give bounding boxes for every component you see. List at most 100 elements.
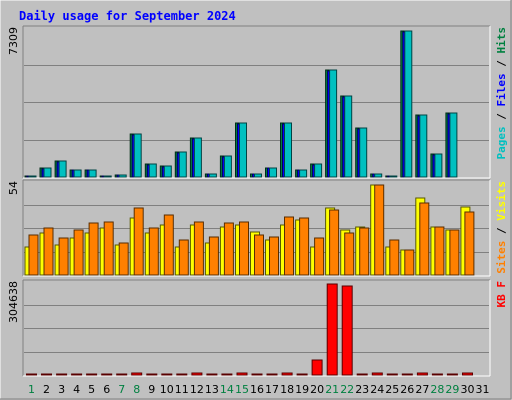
bar-hits-pages-day-3 xyxy=(58,160,67,178)
bar-hits-pages-day-25 xyxy=(389,175,398,178)
x-tick-label-day-1: 1 xyxy=(28,383,35,396)
bar-hits-pages-day-20 xyxy=(314,163,323,178)
bar-visits-sites-day-22 xyxy=(344,232,355,276)
bar-kbytes-kb-f-day-11 xyxy=(176,373,188,376)
bar-visits-sites-day-6 xyxy=(103,221,114,276)
bar-kbytes-kb-f-day-27 xyxy=(416,372,428,376)
x-tick-label-day-15: 15 xyxy=(235,383,249,396)
bar-kbytes-kb-f-day-26 xyxy=(401,373,413,376)
bar-visits-sites-day-2 xyxy=(43,227,54,276)
bar-visits-sites-day-14 xyxy=(223,222,234,276)
panel-hits-legend-item-0: Pages xyxy=(495,126,508,159)
bar-visits-sites-day-4 xyxy=(73,229,84,276)
panel-kbytes-legend-item-0: KB F xyxy=(495,281,508,308)
panel-kbytes-max-label: 304638 xyxy=(7,281,20,323)
bar-hits-pages-day-11 xyxy=(178,151,187,178)
bar-kbytes-kb-f-day-9 xyxy=(146,373,158,376)
x-tick-label-day-8: 8 xyxy=(133,383,140,396)
x-tick-label-day-10: 10 xyxy=(160,383,174,396)
x-tick-label-day-6: 6 xyxy=(103,383,110,396)
bar-hits-pages-day-6 xyxy=(103,175,112,178)
bar-kbytes-kb-f-day-23 xyxy=(356,373,368,376)
bar-visits-sites-day-15 xyxy=(239,221,249,276)
panel-visits-legend: Sites / Visits xyxy=(495,181,508,274)
x-tick-label-day-14: 14 xyxy=(220,383,234,396)
bar-visits-sites-day-3 xyxy=(58,237,69,276)
x-tick-label-day-26: 26 xyxy=(400,383,414,396)
panel-hits-legend-item-3: / xyxy=(495,54,508,74)
bar-kbytes-kb-f-day-1 xyxy=(26,373,37,376)
x-tick-label-day-18: 18 xyxy=(280,383,294,396)
x-tick-label-day-30: 30 xyxy=(461,383,475,396)
bar-hits-pages-day-22 xyxy=(344,95,353,178)
bar-visits-sites-day-28 xyxy=(434,226,445,276)
bar-hits-pages-day-12 xyxy=(193,137,202,178)
panel-hits-legend: Pages / Files / Hits xyxy=(495,27,508,160)
bar-kbytes-kb-f-day-29 xyxy=(446,373,458,376)
bar-visits-sites-day-7 xyxy=(118,242,129,276)
panel-visits-legend-item-2: Visits xyxy=(495,181,508,221)
x-tick-label-day-17: 17 xyxy=(265,383,279,396)
bar-kbytes-kb-f-day-16 xyxy=(251,373,263,376)
x-tick-label-day-23: 23 xyxy=(355,383,369,396)
x-tick-label-day-24: 24 xyxy=(370,383,384,396)
bar-kbytes-kb-f-day-17 xyxy=(266,373,278,376)
x-tick-label-day-27: 27 xyxy=(415,383,429,396)
x-tick-label-day-25: 25 xyxy=(385,383,399,396)
bar-kbytes-kb-f-day-6 xyxy=(101,373,113,376)
bar-kbytes-kb-f-day-2 xyxy=(41,373,52,376)
bar-hits-pages-day-15 xyxy=(239,122,247,178)
bar-visits-sites-day-23 xyxy=(359,227,370,276)
bar-hits-pages-day-19 xyxy=(299,169,308,178)
bar-visits-sites-day-17 xyxy=(269,236,279,276)
bar-kbytes-kb-f-day-19 xyxy=(296,373,308,376)
bar-visits-sites-day-20 xyxy=(314,237,325,276)
bar-visits-sites-day-8 xyxy=(133,207,144,276)
bar-hits-pages-day-2 xyxy=(43,167,52,178)
bar-kbytes-kb-f-day-15 xyxy=(236,372,248,376)
bar-hits-pages-day-9 xyxy=(148,163,157,178)
bar-visits-sites-day-30 xyxy=(464,211,475,276)
bar-hits-pages-day-7 xyxy=(118,174,127,178)
bar-hits-pages-day-21 xyxy=(329,69,338,178)
bar-hits-pages-day-14 xyxy=(223,155,232,178)
x-tick-label-day-20: 20 xyxy=(310,383,324,396)
bar-visits-sites-day-18 xyxy=(284,216,294,276)
bar-visits-sites-day-27 xyxy=(419,202,430,276)
chart-panels: 7309 Pages / Files / Hits 54 Sites / Visits… xyxy=(7,25,508,377)
bar-kbytes-kb-f-day-30 xyxy=(462,372,473,376)
bar-kbytes-kb-f-day-25 xyxy=(386,373,398,376)
bar-visits-sites-day-19 xyxy=(299,217,310,276)
x-tick-label-day-21: 21 xyxy=(325,383,339,396)
panel-hits-max-label: 7309 xyxy=(7,27,20,55)
bar-hits-pages-day-13 xyxy=(208,173,217,178)
x-tick-label-day-29: 29 xyxy=(445,383,459,396)
bar-hits-pages-day-8 xyxy=(133,133,142,178)
x-tick-label-day-4: 4 xyxy=(73,383,80,396)
bar-kbytes-kb-f-day-18 xyxy=(281,372,293,376)
bar-visits-sites-day-21 xyxy=(329,209,340,276)
bar-visits-sites-day-13 xyxy=(208,236,219,276)
bar-hits-pages-day-10 xyxy=(163,165,172,178)
panel-visits-max-label: 54 xyxy=(7,181,20,195)
x-tick-label-day-19: 19 xyxy=(295,383,309,396)
bar-visits-sites-day-11 xyxy=(178,239,189,276)
bar-hits-pages-day-18 xyxy=(284,122,292,178)
bar-hits-pages-day-27 xyxy=(419,114,428,178)
bar-visits-sites-day-10 xyxy=(163,214,174,276)
chart-title: Daily usage for September 2024 xyxy=(19,9,236,23)
panel-kbytes-legend: KB F xyxy=(495,281,508,308)
bar-kbytes-kb-f-day-13 xyxy=(206,373,218,376)
bar-visits-sites-day-16 xyxy=(254,234,264,276)
panel-hits-legend-item-1: / xyxy=(495,107,508,127)
x-tick-label-day-2: 2 xyxy=(43,383,50,396)
panel-kbytes: 304638 KB F xyxy=(7,279,508,377)
x-tick-label-day-31: 31 xyxy=(476,383,490,396)
bar-kbytes-kb-f-day-3 xyxy=(56,373,68,376)
bar-hits-pages-day-23 xyxy=(359,127,368,178)
panel-visits-legend-item-0: Sites xyxy=(495,241,508,274)
bar-kbytes-kb-f-day-21 xyxy=(326,283,338,376)
panel-visits: 54 Sites / Visits xyxy=(7,179,508,277)
bar-hits-pages-day-5 xyxy=(88,169,97,178)
